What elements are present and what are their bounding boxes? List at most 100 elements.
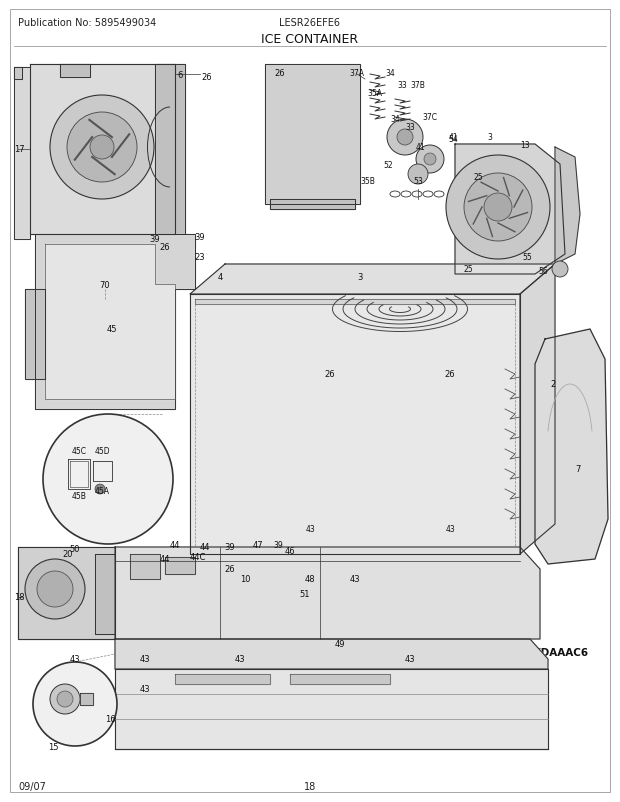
Text: 43: 43 — [350, 575, 360, 584]
Text: 45A: 45A — [94, 487, 110, 496]
Circle shape — [43, 415, 173, 545]
Circle shape — [484, 194, 512, 221]
Circle shape — [95, 484, 105, 494]
Text: 26: 26 — [224, 565, 236, 573]
Polygon shape — [155, 65, 185, 235]
Text: 39: 39 — [149, 235, 161, 244]
Polygon shape — [165, 557, 195, 574]
Text: 33: 33 — [405, 124, 415, 132]
Polygon shape — [290, 674, 390, 684]
Polygon shape — [555, 148, 580, 265]
Text: Publication No: 5895499034: Publication No: 5895499034 — [18, 18, 156, 28]
Polygon shape — [93, 461, 112, 481]
Text: 44C: 44C — [190, 553, 206, 561]
Polygon shape — [115, 639, 548, 669]
Text: 35B: 35B — [361, 177, 376, 186]
Text: 25: 25 — [473, 173, 483, 182]
Text: 2: 2 — [550, 380, 556, 389]
Text: 26: 26 — [160, 243, 171, 252]
Polygon shape — [195, 300, 515, 305]
Text: 7: 7 — [575, 465, 581, 474]
Text: 44: 44 — [170, 540, 180, 549]
Text: 4: 4 — [218, 273, 223, 282]
Text: 39: 39 — [273, 540, 283, 549]
Text: 45: 45 — [107, 325, 117, 334]
Text: 44: 44 — [200, 543, 210, 552]
Text: 3: 3 — [357, 273, 363, 282]
Circle shape — [33, 662, 117, 746]
Polygon shape — [115, 669, 548, 749]
Text: 55: 55 — [522, 253, 532, 262]
Polygon shape — [265, 65, 360, 205]
Text: LESR26EFE6: LESR26EFE6 — [280, 18, 340, 28]
Text: 39: 39 — [195, 233, 205, 242]
Circle shape — [50, 684, 80, 714]
Text: 18: 18 — [14, 593, 25, 602]
Text: 34: 34 — [385, 68, 395, 78]
Polygon shape — [18, 547, 115, 639]
Text: 23: 23 — [195, 253, 205, 262]
Text: 43: 43 — [69, 654, 81, 664]
Polygon shape — [455, 145, 565, 274]
Text: 43: 43 — [405, 654, 415, 664]
Text: 52: 52 — [383, 160, 393, 169]
Text: 46: 46 — [285, 547, 295, 556]
Polygon shape — [14, 68, 30, 240]
Polygon shape — [95, 554, 115, 634]
Text: 56: 56 — [538, 267, 548, 276]
Circle shape — [57, 691, 73, 707]
Text: 43: 43 — [235, 654, 246, 664]
Text: 26: 26 — [445, 370, 455, 379]
Text: 25: 25 — [463, 265, 473, 274]
Text: 53: 53 — [413, 177, 423, 186]
Text: 41: 41 — [415, 144, 425, 152]
Polygon shape — [60, 65, 90, 78]
Polygon shape — [25, 290, 45, 379]
Text: 39: 39 — [224, 543, 236, 552]
Text: 13: 13 — [520, 140, 530, 149]
Polygon shape — [68, 460, 90, 489]
Text: 26: 26 — [275, 68, 285, 78]
Text: 45C: 45C — [71, 447, 87, 456]
Text: 45B: 45B — [71, 492, 86, 501]
Circle shape — [397, 130, 413, 146]
Circle shape — [416, 146, 444, 174]
Text: 43: 43 — [445, 525, 455, 534]
Text: 50: 50 — [69, 545, 80, 554]
Polygon shape — [520, 265, 555, 554]
Text: 37A: 37A — [350, 68, 365, 78]
Polygon shape — [30, 65, 175, 235]
Text: 37C: 37C — [422, 113, 438, 123]
Polygon shape — [130, 554, 160, 579]
Text: 17: 17 — [14, 145, 25, 154]
Polygon shape — [190, 294, 520, 554]
Text: 43: 43 — [140, 685, 150, 694]
Text: N58YDAAAC6: N58YDAAAC6 — [510, 647, 588, 657]
Text: 15: 15 — [48, 743, 58, 751]
Polygon shape — [80, 693, 93, 705]
Circle shape — [464, 174, 532, 241]
Circle shape — [90, 136, 114, 160]
Text: 26: 26 — [325, 370, 335, 379]
Circle shape — [446, 156, 550, 260]
Circle shape — [67, 113, 137, 183]
Polygon shape — [14, 68, 22, 80]
Text: 51: 51 — [299, 589, 310, 599]
Text: 16: 16 — [105, 715, 115, 723]
Text: 26: 26 — [202, 74, 212, 83]
Text: 18: 18 — [304, 781, 316, 791]
Circle shape — [387, 119, 423, 156]
Text: 37B: 37B — [410, 81, 425, 91]
Circle shape — [408, 164, 428, 184]
Text: ICE CONTAINER: ICE CONTAINER — [262, 33, 358, 46]
Polygon shape — [70, 461, 88, 488]
Text: 70: 70 — [100, 280, 110, 290]
Polygon shape — [175, 674, 270, 684]
Text: 09/07: 09/07 — [18, 781, 46, 791]
Polygon shape — [45, 245, 175, 399]
Text: 20: 20 — [63, 550, 73, 559]
Text: 35A: 35A — [368, 88, 383, 97]
Circle shape — [50, 96, 154, 200]
Polygon shape — [535, 330, 608, 565]
Text: 47: 47 — [253, 540, 264, 549]
